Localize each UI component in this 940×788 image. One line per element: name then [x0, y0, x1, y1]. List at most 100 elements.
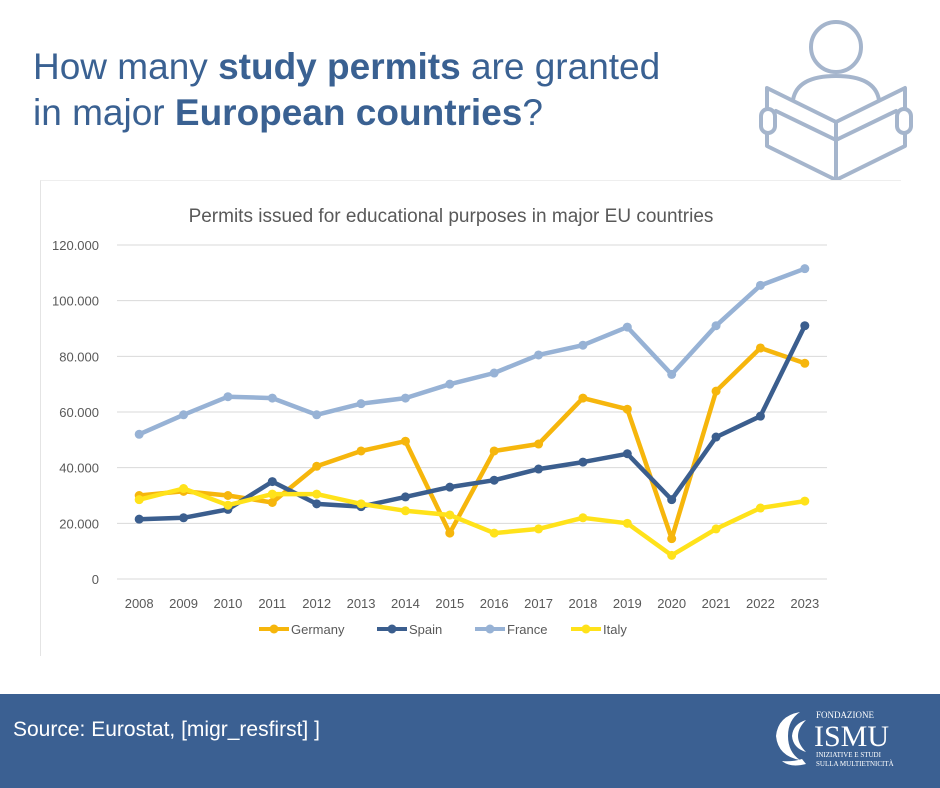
legend-label-germany: Germany [291, 622, 345, 637]
data-point-france [267, 393, 277, 403]
legend-label-spain: Spain [409, 622, 442, 637]
data-point-spain [489, 475, 499, 485]
legend-marker-germany [269, 624, 279, 634]
series-line-france [136, 266, 808, 437]
y-tick-label: 100.000 [52, 294, 99, 309]
chart-title: Permits issued for educational purposes … [189, 206, 714, 227]
data-point-italy [755, 503, 765, 513]
data-point-italy [711, 524, 721, 534]
data-point-germany [312, 461, 322, 471]
legend: Germany Spain France Italy [259, 622, 627, 637]
data-point-germany [267, 497, 277, 507]
data-point-spain [755, 411, 765, 421]
x-tick-label: 2016 [480, 596, 509, 611]
data-point-germany [578, 393, 588, 403]
person-reading-book-icon [759, 20, 913, 182]
legend-marker-france [485, 624, 495, 634]
x-tick-label: 2021 [702, 596, 731, 611]
logo-name: ISMU [814, 720, 889, 753]
logo-line2: SULLA MULTIETNICITÀ [816, 760, 894, 768]
series-line-spain [136, 323, 808, 522]
data-point-spain [578, 457, 588, 467]
data-point-france [134, 429, 144, 439]
data-point-spain [267, 477, 277, 487]
data-point-france [667, 369, 677, 379]
data-point-italy [134, 495, 144, 505]
title-bold-study-permits: study permits [218, 46, 461, 87]
series-lines [134, 264, 810, 560]
x-tick-label: 2018 [568, 596, 597, 611]
x-tick-label: 2019 [613, 596, 642, 611]
series-line-italy [136, 486, 808, 558]
x-tick-label: 2013 [347, 596, 376, 611]
line-chart: Permits issued for educational purposes … [52, 206, 827, 637]
data-point-germany [755, 343, 765, 353]
legend-label-france: France [507, 622, 547, 637]
data-point-italy [622, 518, 632, 528]
logo-line1: INIZIATIVE E STUDI [816, 751, 882, 759]
y-tick-label: 20.000 [59, 516, 99, 531]
data-point-germany [800, 358, 810, 368]
data-point-italy [800, 496, 810, 506]
data-point-germany [223, 491, 233, 500]
data-point-spain [445, 482, 455, 492]
y-tick-label: 80.000 [59, 349, 99, 364]
data-point-germany [489, 446, 499, 456]
y-axis-ticks: 0 20.000 40.000 60.000 80.000 100.000 120.000 [52, 238, 99, 587]
data-point-france [400, 393, 410, 403]
data-point-spain [179, 513, 189, 523]
data-point-italy [400, 506, 410, 516]
x-tick-label: 2022 [746, 596, 775, 611]
data-point-germany [534, 439, 544, 449]
data-point-france [445, 379, 455, 389]
data-point-france [534, 350, 544, 360]
page-title: How many study permits are granted in maj… [33, 44, 753, 136]
data-point-germany [356, 446, 366, 456]
data-point-spain [800, 321, 810, 331]
title-part2: are granted [460, 46, 661, 87]
data-point-france [312, 410, 322, 420]
x-tick-label: 2009 [169, 596, 198, 611]
data-point-spain [134, 514, 144, 524]
legend-marker-italy [581, 624, 591, 634]
y-tick-label: 0 [92, 572, 99, 587]
x-tick-label: 2014 [391, 596, 420, 611]
data-point-italy [179, 484, 189, 494]
data-point-italy [223, 500, 233, 510]
x-tick-label: 2011 [258, 596, 286, 611]
y-tick-label: 40.000 [59, 461, 99, 476]
data-point-france [223, 392, 233, 402]
data-point-spain [534, 464, 544, 474]
x-tick-label: 2008 [125, 596, 154, 611]
data-point-germany [622, 404, 632, 414]
title-part1: How many [33, 46, 219, 87]
x-tick-label: 2012 [302, 596, 331, 611]
data-point-france [489, 368, 499, 378]
legend-marker-spain [387, 624, 397, 634]
x-tick-label: 2010 [213, 596, 242, 611]
data-point-france [755, 280, 765, 290]
data-point-italy [489, 528, 499, 538]
data-point-spain [667, 495, 677, 505]
y-tick-label: 60.000 [59, 405, 99, 420]
data-point-germany [667, 534, 677, 544]
title-part4: ? [522, 92, 543, 133]
data-point-italy [312, 489, 322, 499]
x-tick-label: 2015 [435, 596, 464, 611]
title-bold-european-countries: European countries [174, 92, 523, 133]
logo-top-text: FONDAZIONE [816, 710, 874, 720]
data-point-italy [534, 524, 544, 534]
data-point-italy [445, 510, 455, 520]
source-text: Source: Eurostat, [migr_resfirst] ] [13, 718, 320, 741]
data-point-spain [312, 499, 322, 509]
data-point-spain [400, 492, 410, 502]
data-point-italy [356, 499, 366, 509]
x-axis-ticks: 2008 2009 2010 2011 2012 2013 2014 2015 2016 2017… [125, 596, 820, 611]
x-tick-label: 2023 [790, 596, 819, 611]
data-point-italy [578, 513, 588, 523]
y-tick-label: 120.000 [52, 238, 99, 253]
data-point-italy [267, 489, 277, 499]
data-point-france [622, 322, 632, 332]
data-point-spain [711, 432, 721, 442]
data-point-germany [445, 528, 455, 538]
